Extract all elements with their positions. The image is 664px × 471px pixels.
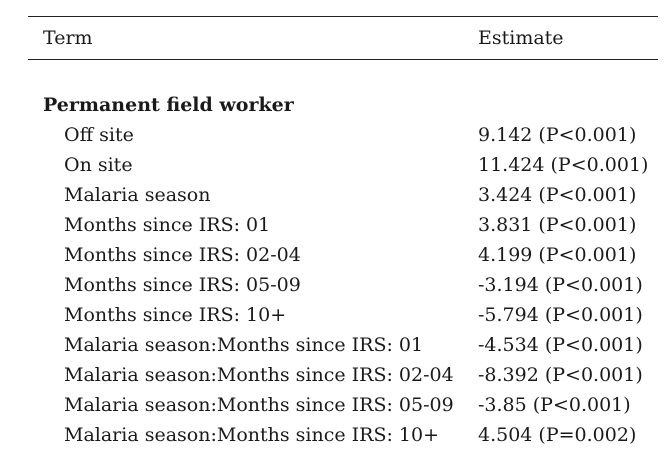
row-estimate: -3.85 (P<0.001) xyxy=(478,394,631,416)
section-heading: Permanent field worker xyxy=(43,94,294,116)
row-estimate: 9.142 (P<0.001) xyxy=(478,124,637,146)
row-estimate: -5.794 (P<0.001) xyxy=(478,304,643,326)
row-term: Months since IRS: 05-09 xyxy=(64,274,301,296)
header-term: Term xyxy=(43,27,93,49)
row-term: Off site xyxy=(64,124,134,146)
row-estimate: -8.392 (P<0.001) xyxy=(478,364,643,386)
row-term: Malaria season:Months since IRS: 10+ xyxy=(64,424,440,446)
table-top-rule xyxy=(28,16,658,17)
row-estimate: 3.831 (P<0.001) xyxy=(478,214,637,236)
row-estimate: -4.534 (P<0.001) xyxy=(478,334,643,356)
row-term: Months since IRS: 01 xyxy=(64,214,271,236)
row-term: Months since IRS: 10+ xyxy=(64,304,287,326)
row-term: Months since IRS: 02-04 xyxy=(64,244,301,266)
row-estimate: 11.424 (P<0.001) xyxy=(478,154,649,176)
header-estimate: Estimate xyxy=(478,27,564,49)
row-term: On site xyxy=(64,154,133,176)
row-term: Malaria season xyxy=(64,184,211,206)
row-estimate: 4.199 (P<0.001) xyxy=(478,244,637,266)
row-term: Malaria season:Months since IRS: 02-04 xyxy=(64,364,454,386)
row-estimate: 3.424 (P<0.001) xyxy=(478,184,637,206)
row-estimate: 4.504 (P=0.002) xyxy=(478,424,637,446)
header-rule xyxy=(28,59,658,60)
row-estimate: -3.194 (P<0.001) xyxy=(478,274,643,296)
row-term: Malaria season:Months since IRS: 01 xyxy=(64,334,424,356)
row-term: Malaria season:Months since IRS: 05-09 xyxy=(64,394,454,416)
